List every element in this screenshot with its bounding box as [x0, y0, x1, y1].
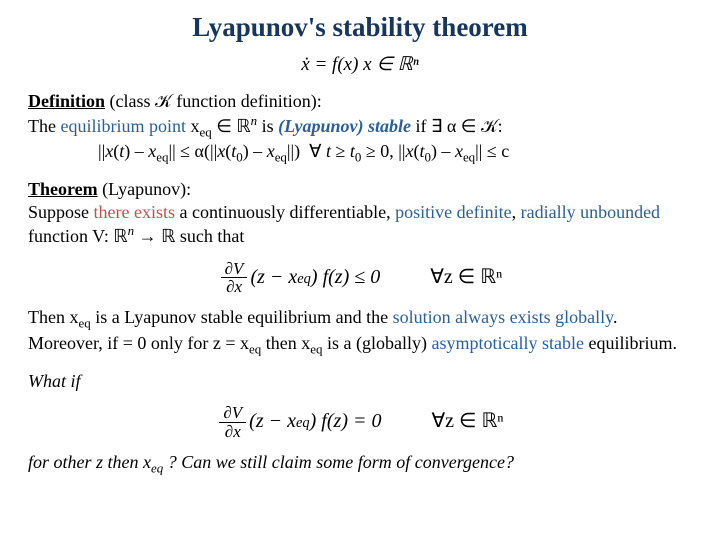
concl-h: equilibrium. [584, 333, 677, 353]
concl-sub3: eq [310, 342, 322, 357]
closing-a: for other z then x [28, 452, 151, 472]
dvdx-num-2: ∂V [219, 404, 246, 423]
concl-f: is a (globally) [323, 333, 432, 353]
closing-block: for other z then xeq ? Can we still clai… [28, 451, 692, 477]
page-title: Lyapunov's stability theorem [28, 12, 692, 43]
formula-leq: ∂V ∂x (z − xeq) f(z) ≤ 0 ∀z ∈ ℝⁿ [28, 260, 692, 297]
def-eqpoint: equilibrium point [60, 116, 186, 136]
dvdx-den-2: ∂x [219, 423, 246, 441]
thm-exists: there exists [94, 202, 175, 222]
concl-a: Then x [28, 307, 78, 327]
ode-equation: ẋ = f(x) x ∈ ℝⁿ [28, 53, 692, 76]
thm-l2-e: , [512, 202, 521, 222]
conclusion-block: Then xeq is a Lyapunov stable equilibriu… [28, 306, 692, 358]
theorem-block: Theorem (Lyapunov): Suppose there exists… [28, 178, 692, 248]
concl-b: is a Lyapunov stable equilibrium and the [91, 307, 393, 327]
concl-sub1: eq [78, 316, 90, 331]
slide-root: Lyapunov's stability theorem ẋ = f(x) x … [0, 0, 720, 540]
def-xeq-sub: eq [199, 124, 211, 139]
def-l2-d: ∈ ℝ [212, 116, 251, 136]
dvdx-frac-1: ∂V ∂x [221, 260, 248, 297]
definition-heading: Definition [28, 91, 105, 111]
def-lyap-stable: (Lyapunov) stable [278, 116, 411, 136]
def-l2-a: The [28, 116, 60, 136]
formula2-domain: ∀z ∈ ℝⁿ [431, 410, 503, 432]
thm-l2-g: function V: ℝ [28, 226, 128, 246]
theorem-rest: (Lyapunov): [98, 179, 191, 199]
concl-global: solution always exists globally [393, 307, 613, 327]
def-inequality: ||x(t) – xeq|| ≤ α(||x(t0) – xeq||) ∀ t … [98, 141, 509, 161]
thm-l2-c: a continuously differentiable, [175, 202, 395, 222]
formula2-tail: (z − xeq) f(z) = 0 [249, 410, 381, 432]
formula1-domain: ∀z ∈ ℝⁿ [430, 266, 502, 288]
def-l2-g: if ∃ α ∈ 𝒦: [411, 116, 503, 136]
concl-sub2: eq [249, 342, 261, 357]
formula-eq: ∂V ∂x (z − xeq) f(z) = 0 ∀z ∈ ℝⁿ [28, 404, 692, 441]
whatif-label: What if [28, 371, 81, 391]
closing-sub: eq [151, 461, 163, 476]
closing-b: ? Can we still claim some form of conver… [163, 452, 514, 472]
whatif-block: What if [28, 370, 692, 393]
thm-radunb: radially unbounded [521, 202, 660, 222]
def-l2-c: x [186, 116, 200, 136]
dvdx-num-1: ∂V [221, 260, 248, 279]
thm-l2-a: Suppose [28, 202, 94, 222]
concl-asymp: asymptotically stable [431, 333, 583, 353]
dvdx-frac-2: ∂V ∂x [219, 404, 246, 441]
concl-e: then x [261, 333, 310, 353]
dvdx-den-1: ∂x [221, 278, 248, 296]
thm-posdef: positive definite [395, 202, 511, 222]
definition-rest: (class 𝒦 function definition): [105, 91, 322, 111]
def-l2-e: is [257, 116, 278, 136]
definition-block: Definition (class 𝒦 function definition)… [28, 90, 692, 166]
thm-l2-h: → ℝ such that [134, 226, 244, 246]
theorem-heading: Theorem [28, 179, 98, 199]
formula1-tail: (z − xeq) f(z) ≤ 0 [250, 266, 380, 288]
